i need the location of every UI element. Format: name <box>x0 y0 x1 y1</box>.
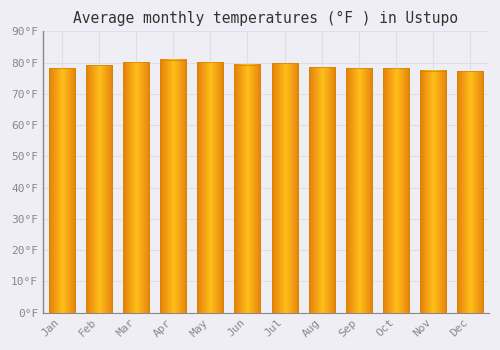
Bar <box>86 65 112 313</box>
Bar <box>48 68 74 313</box>
Bar <box>123 62 149 313</box>
Title: Average monthly temperatures (°F ) in Ustupo: Average monthly temperatures (°F ) in Us… <box>74 11 458 26</box>
Bar <box>420 70 446 313</box>
Bar <box>346 68 372 313</box>
Bar <box>308 67 334 313</box>
Bar <box>383 68 409 313</box>
Bar <box>272 63 297 313</box>
Bar <box>458 71 483 313</box>
Bar <box>197 62 223 313</box>
Bar <box>160 60 186 313</box>
Bar <box>234 65 260 313</box>
